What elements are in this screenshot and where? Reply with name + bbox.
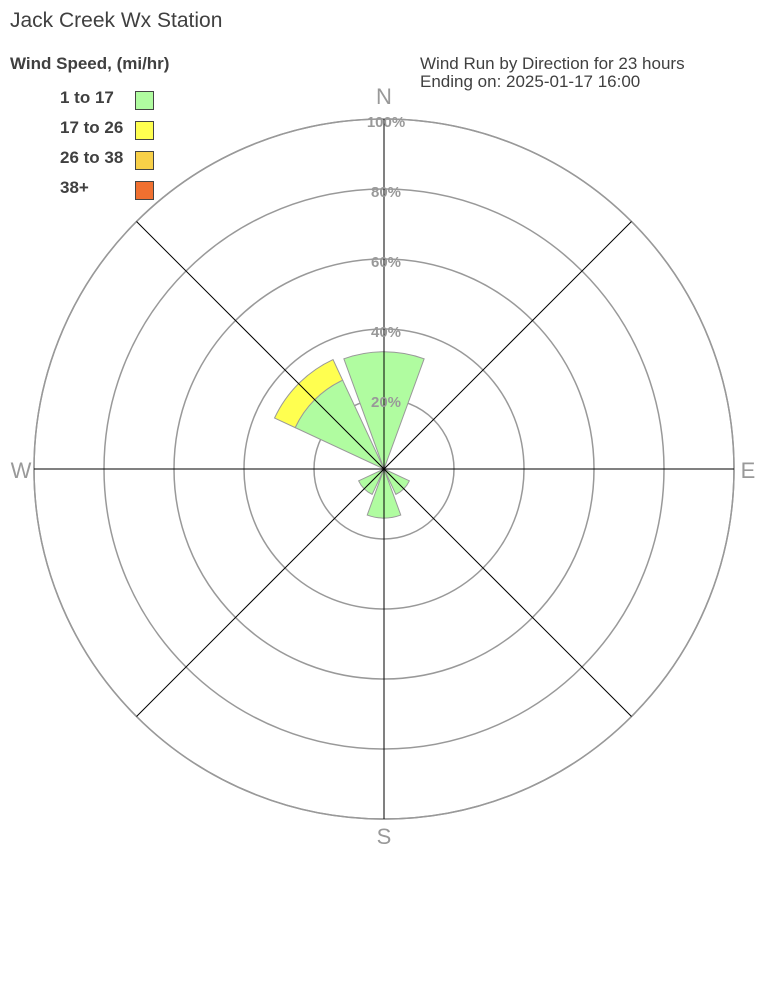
chart-title: Jack Creek Wx Station (10, 9, 223, 32)
radial-tick-label: 40% (371, 324, 401, 341)
radial-tick-label: 100% (367, 114, 405, 131)
legend-item: 1 to 17 (60, 88, 154, 118)
legend-item: 17 to 26 (60, 118, 154, 148)
legend-swatch (135, 181, 154, 200)
legend-title: Wind Speed, (mi/hr) (10, 54, 170, 73)
axis-line (136, 221, 632, 717)
legend-item: 38+ (60, 178, 154, 208)
radial-tick-label: 80% (371, 184, 401, 201)
legend-label: 26 to 38 (60, 148, 124, 167)
legend-label: 1 to 17 (60, 88, 114, 107)
compass-label-e: E (741, 458, 756, 483)
legend: 1 to 17 17 to 26 26 to 38 38+ (60, 88, 154, 208)
info-line-2: Ending on: 2025-01-17 16:00 (420, 72, 641, 91)
compass-label-n: N (376, 84, 392, 109)
chart-info: Wind Run by Direction for 23 hours Endin… (420, 55, 685, 91)
legend-item: 26 to 38 (60, 148, 154, 178)
legend-swatch (135, 151, 154, 170)
radial-tick-label: 60% (371, 254, 401, 271)
legend-swatch (135, 121, 154, 140)
legend-swatch (135, 91, 154, 110)
legend-label: 17 to 26 (60, 118, 124, 137)
legend-label: 38+ (60, 178, 89, 197)
info-line-1: Wind Run by Direction for 23 hours (420, 54, 685, 73)
compass-label-s: S (377, 824, 392, 849)
radial-tick-label: 20% (371, 394, 401, 411)
compass-label-w: W (11, 458, 32, 483)
